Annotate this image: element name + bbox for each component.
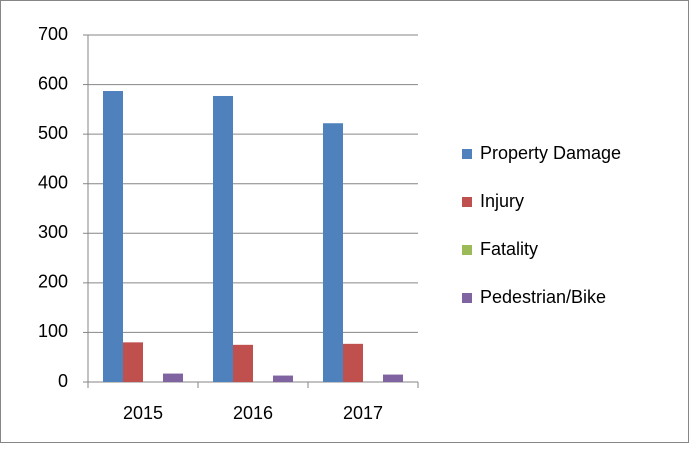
- legend-swatch: [462, 245, 472, 255]
- legend-swatch: [462, 197, 472, 207]
- y-tick-label: 200: [38, 272, 68, 292]
- y-tick-label: 600: [38, 73, 68, 93]
- bar: [123, 342, 143, 382]
- bar: [103, 91, 123, 382]
- y-tick-label: 700: [38, 24, 68, 44]
- legend-label: Pedestrian/Bike: [480, 287, 606, 307]
- x-tick-label: 2015: [123, 403, 163, 423]
- y-tick-label: 0: [58, 371, 68, 391]
- legend-label: Fatality: [480, 239, 538, 259]
- bar: [163, 373, 183, 382]
- y-tick-label: 100: [38, 321, 68, 341]
- y-tick-label: 300: [38, 222, 68, 242]
- bar: [233, 344, 253, 382]
- bar: [323, 123, 343, 382]
- y-tick-label: 500: [38, 123, 68, 143]
- bar: [343, 343, 363, 382]
- legend-swatch: [462, 149, 472, 159]
- bar: [273, 375, 293, 382]
- bar: [213, 95, 233, 383]
- x-tick-label: 2016: [233, 403, 273, 423]
- bar: [383, 374, 403, 382]
- y-tick-label: 400: [38, 172, 68, 192]
- legend-label: Injury: [480, 191, 524, 211]
- legend-swatch: [462, 293, 472, 303]
- x-tick-label: 2017: [343, 403, 383, 423]
- legend-label: Property Damage: [480, 143, 621, 163]
